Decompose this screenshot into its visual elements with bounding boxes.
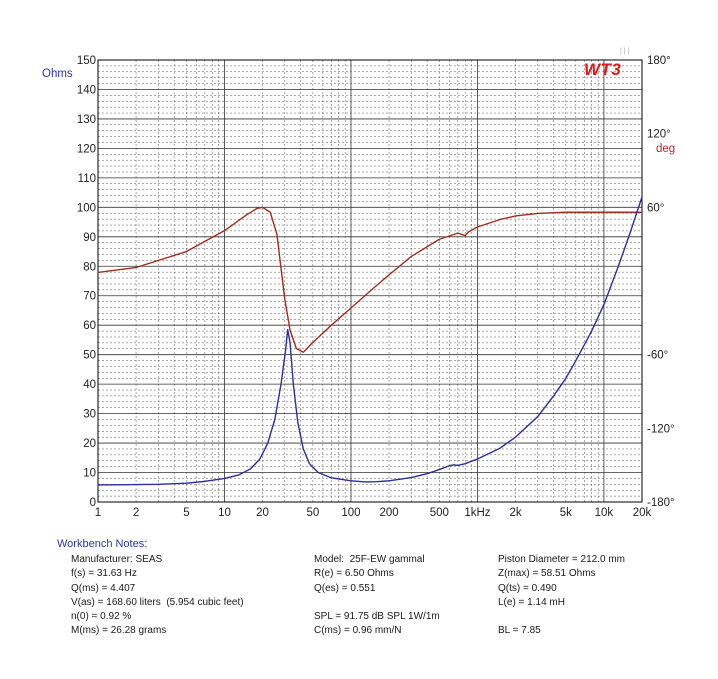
- x-tick-label: 1: [95, 507, 101, 519]
- notes-line: L(e) = 1.14 mH: [498, 596, 565, 608]
- x-tick-label: 10k: [595, 507, 614, 519]
- notes-line: SPL = 91.75 dB SPL 1W/1m: [314, 611, 440, 623]
- y-tick-label: 70: [83, 291, 96, 303]
- right-axis-ticks: 180° 120° 60° -60° -120° -180°: [647, 55, 675, 509]
- notes-line: Piston Diameter = 212.0 mm: [498, 554, 625, 565]
- y-tick-label: 60: [83, 320, 96, 332]
- x-tick-label: 20: [256, 507, 269, 519]
- y2-tick-label: 120°: [647, 129, 671, 141]
- x-tick-label: 2k: [509, 507, 521, 519]
- notes-line: M(ms) = 26.28 grams: [71, 625, 167, 637]
- x-tick-label: 50: [306, 507, 319, 519]
- y-tick-label: 40: [83, 379, 96, 391]
- y-tick-label: 100: [77, 202, 96, 214]
- notes-line: V(as) = 168.60 liters (5.954 cubic feet): [71, 596, 244, 608]
- notes-line: Q(es) = 0.551: [314, 582, 376, 594]
- y-tick-label: 110: [78, 173, 96, 185]
- plot-frame: [97, 59, 643, 503]
- y-tick-label: 90: [83, 232, 96, 244]
- notes-line: Model: 25F-EW gammal: [314, 554, 425, 565]
- notes-line: f(s) = 31.63 Hz: [71, 568, 137, 580]
- right-axis-unit: deg: [656, 143, 675, 155]
- x-tick-label: 20k: [633, 507, 652, 519]
- y2-tick-label: 60°: [647, 202, 664, 214]
- x-tick-label: 200: [379, 507, 398, 519]
- left-axis-ticks: 0 10 20 30 40 50 60 70 80 90 100 110 120 130 140 150: [77, 55, 96, 509]
- major-grid: [98, 60, 642, 502]
- notes-line: n(0) = 0.92 %: [71, 611, 132, 623]
- notes-line: R(e) = 6.50 Ohms: [314, 568, 394, 580]
- y-tick-label: 80: [83, 261, 96, 273]
- phase-series-line: [97, 206, 642, 353]
- y-tick-label: 30: [83, 409, 96, 421]
- y2-tick-label: -60°: [647, 350, 668, 362]
- x-tick-label: 5: [183, 507, 189, 519]
- x-tick-label: 500: [430, 507, 449, 519]
- x-tick-label: 10: [218, 507, 231, 519]
- notes-line: Manufacturer: SEAS: [71, 554, 163, 565]
- x-tick-label: 100: [341, 507, 360, 519]
- y-tick-label: 20: [83, 438, 96, 450]
- y-tick-label: 0: [90, 497, 96, 509]
- y2-tick-label: -120°: [647, 423, 675, 435]
- notes-line: Q(ms) = 4.407: [71, 582, 136, 594]
- notes-line: BL = 7.85: [498, 625, 541, 637]
- y2-tick-label: -180°: [647, 497, 675, 509]
- y-tick-label: 10: [83, 468, 96, 480]
- minor-grid: [98, 60, 642, 502]
- notes-line: Z(max) = 58.51 Ohms: [498, 568, 596, 580]
- x-axis-ticks: 1 2 5 10 20 50 100 200 500 1kHz 2k 5k 10k 20k: [95, 507, 652, 519]
- x-tick-label: 2: [133, 507, 139, 519]
- notes-column-1: Manufacturer: SEAS f(s) = 31.63 Hz Q(ms)…: [71, 553, 244, 639]
- badge-dots: | | |: [620, 48, 630, 55]
- y2-tick-label: 180°: [647, 55, 671, 67]
- notes-line: Q(ts) = 0.490: [498, 582, 557, 594]
- left-axis-unit: Ohms: [42, 68, 73, 80]
- notes-column-3: Piston Diameter = 212.0 mm Z(max) = 58.5…: [498, 553, 625, 639]
- y-tick-label: 130: [77, 114, 96, 126]
- x-tick-label: 1kHz: [464, 507, 490, 519]
- y-tick-label: 120: [77, 143, 96, 155]
- x-tick-label: 5k: [560, 507, 572, 519]
- y-tick-label: 140: [77, 84, 96, 96]
- impedance-series-line: [97, 196, 643, 486]
- y-tick-label: 50: [83, 350, 96, 362]
- notes-title: Workbench Notes:: [57, 538, 148, 550]
- y-tick-label: 150: [77, 55, 96, 67]
- wt3-badge: WT3: [584, 60, 622, 79]
- notes-line: C(ms) = 0.96 mm/N: [314, 625, 402, 637]
- notes-column-2: Model: 25F-EW gammal R(e) = 6.50 Ohms Q(…: [314, 553, 440, 639]
